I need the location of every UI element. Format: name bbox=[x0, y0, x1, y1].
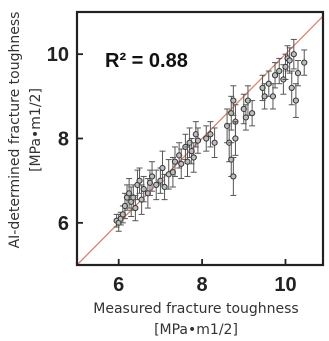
x-tick-label: 8 bbox=[197, 274, 208, 296]
data-point bbox=[133, 205, 138, 210]
data-point bbox=[231, 98, 236, 103]
data-point bbox=[195, 138, 200, 143]
data-point bbox=[277, 68, 282, 73]
data-point bbox=[231, 174, 236, 179]
data-point bbox=[212, 140, 217, 145]
y-axis-label-unit: [MPa•m1/2] bbox=[28, 88, 44, 172]
data-point bbox=[141, 187, 146, 192]
x-tick-label: 6 bbox=[113, 274, 124, 296]
data-point bbox=[208, 132, 213, 137]
data-point bbox=[233, 136, 238, 141]
data-point bbox=[287, 58, 292, 63]
data-point bbox=[154, 182, 159, 187]
data-point bbox=[293, 98, 298, 103]
x-axis-label-unit: [MPa•m1/2] bbox=[154, 322, 238, 338]
data-point bbox=[289, 85, 294, 90]
data-point bbox=[291, 52, 296, 57]
data-point bbox=[172, 159, 177, 164]
y-tick-label: 6 bbox=[58, 213, 69, 235]
y-tick-label: 10 bbox=[47, 44, 69, 66]
r-squared-annotation: R² = 0.88 bbox=[105, 50, 188, 72]
data-point bbox=[295, 71, 300, 76]
data-point bbox=[149, 174, 154, 179]
y-axis-label-line1: AI-determined fracture toughness bbox=[7, 12, 23, 249]
data-point bbox=[250, 111, 255, 116]
x-axis-label-line1: Measured fracture toughness bbox=[93, 301, 298, 317]
data-point bbox=[302, 60, 307, 65]
data-point bbox=[270, 94, 275, 99]
data-point bbox=[160, 165, 165, 170]
data-point bbox=[272, 73, 277, 78]
data-point bbox=[204, 136, 209, 141]
x-tick-label: 10 bbox=[274, 274, 296, 296]
data-point bbox=[179, 161, 184, 166]
data-point bbox=[191, 155, 196, 160]
y-tick-label: 8 bbox=[58, 129, 69, 151]
data-point bbox=[137, 178, 142, 183]
